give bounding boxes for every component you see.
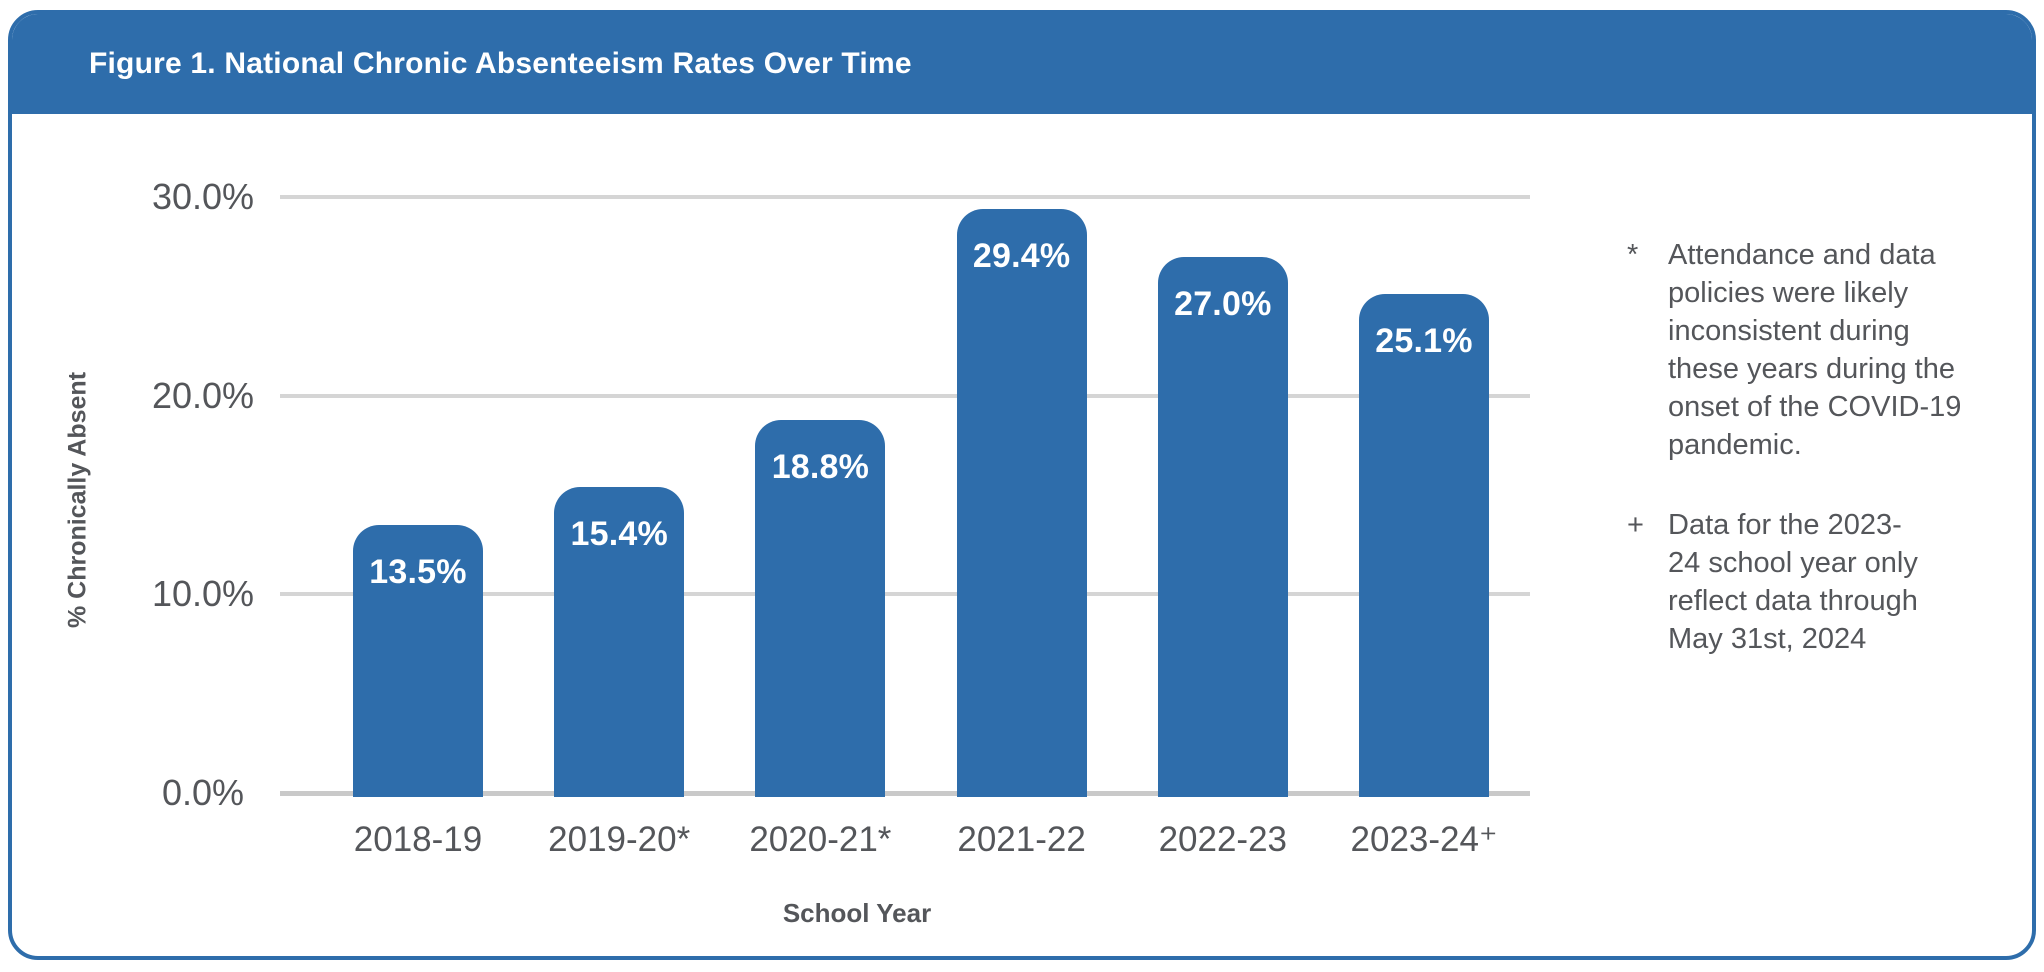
y-axis-title: % Chronically Absent	[63, 371, 92, 629]
gridline	[280, 393, 1530, 398]
bar: 27.0%	[1157, 256, 1288, 797]
bar-value-label: 29.4%	[972, 236, 1071, 275]
y-tick-label: 30.0%	[151, 176, 255, 217]
bar-value-label: 15.4%	[570, 515, 668, 554]
bar: 18.8%	[755, 419, 886, 797]
figure-card: Figure 1. National Chronic Absenteeism R…	[8, 10, 2036, 960]
bar-value-label: 18.8%	[771, 447, 870, 486]
x-tick-label: 2018-19	[353, 820, 483, 859]
gridline	[280, 592, 1530, 597]
y-tick-label: 10.0%	[151, 573, 255, 615]
gridline	[280, 791, 1530, 796]
bar: 15.4%	[554, 487, 685, 797]
bar-value-label: 25.1%	[1375, 322, 1473, 361]
x-tick-label: 2023-24⁺	[1350, 820, 1498, 859]
plus-marker: +	[1627, 509, 1644, 541]
y-tick-label: 20.0%	[151, 374, 255, 416]
y-tick-label: 0.0%	[161, 772, 245, 813]
asterisk-marker: *	[1627, 239, 1639, 271]
figure-title: Figure 1. National Chronic Absenteeism R…	[89, 46, 912, 80]
bar: 13.5%	[353, 524, 483, 797]
footnote-text: Data for the 2023- 24 school year only r…	[1668, 509, 1918, 655]
x-tick-label: 2021-22	[957, 820, 1086, 859]
bar: 29.4%	[956, 208, 1087, 797]
figure-header: Figure 1. National Chronic Absenteeism R…	[12, 14, 2032, 114]
bar-value-label: 27.0%	[1174, 284, 1272, 323]
footnote-covid: * Attendance and data policies were like…	[1627, 236, 1993, 464]
x-tick-label: 2022-23	[1158, 820, 1288, 859]
footnote-2023-24: + Data for the 2023- 24 school year only…	[1627, 506, 1993, 658]
x-tick-label: 2019-20*	[548, 820, 691, 859]
bar: 25.1%	[1359, 294, 1489, 797]
footnotes: * Attendance and data policies were like…	[1627, 236, 1993, 700]
footnote-text: Attendance and data policies were likely…	[1668, 239, 1962, 461]
bar-value-label: 13.5%	[369, 552, 467, 591]
x-axis-title: School Year	[782, 898, 932, 928]
gridline	[280, 195, 1530, 199]
x-tick-label: 2020-21*	[749, 820, 892, 859]
